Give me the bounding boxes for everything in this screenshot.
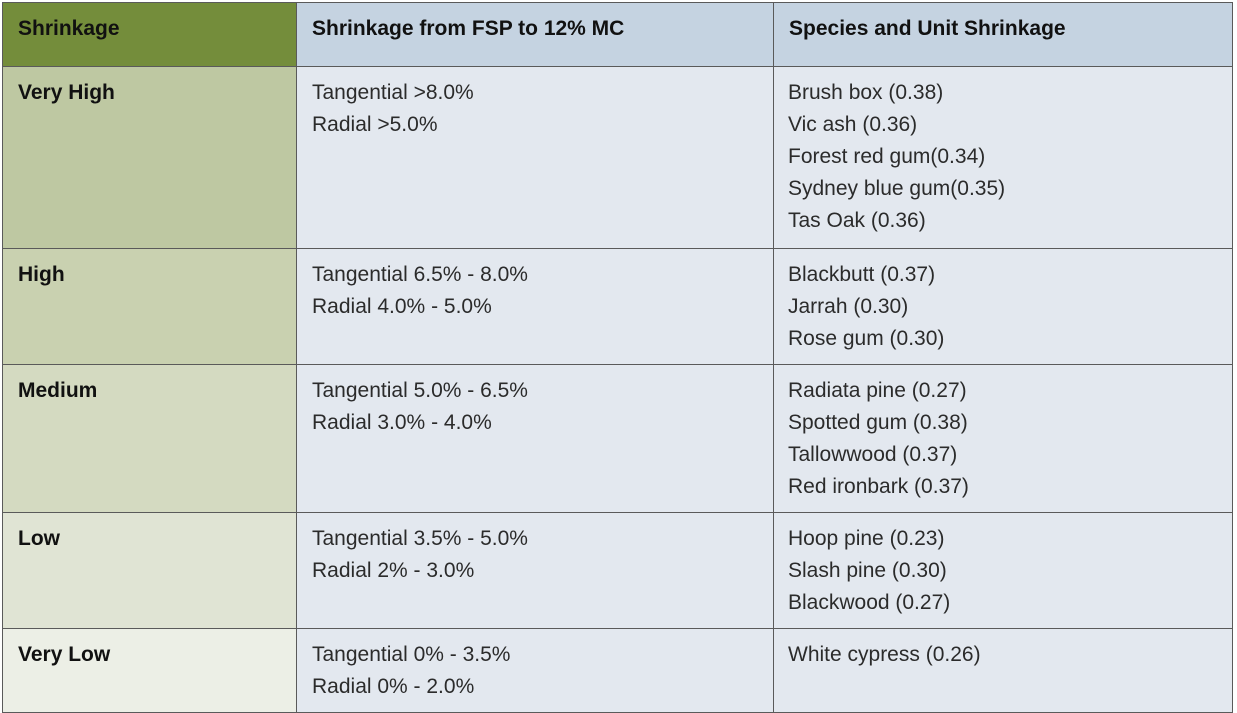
- species-cell: Blackbutt (0.37) Jarrah (0.30) Rose gum …: [773, 248, 1233, 365]
- header-shrinkage-range: Shrinkage from FSP to 12% MC: [296, 2, 774, 67]
- tangential-range: Tangential 3.5% - 5.0%: [312, 527, 528, 550]
- species-cell: Hoop pine (0.23) Slash pine (0.30) Black…: [773, 512, 1233, 629]
- category-cell: Low: [2, 512, 297, 629]
- species-item: Tallowwood (0.37): [788, 443, 958, 466]
- shrinkage-range-cell: Tangential 3.5% - 5.0% Radial 2% - 3.0%: [296, 512, 774, 629]
- species-item: Blackbutt (0.37): [788, 263, 936, 286]
- tangential-range: Tangential 6.5% - 8.0%: [312, 263, 528, 286]
- shrinkage-range-cell: Tangential 0% - 3.5% Radial 0% - 2.0%: [296, 628, 774, 713]
- species-item: Tas Oak (0.36): [788, 209, 926, 232]
- radial-range: Radial 4.0% - 5.0%: [312, 295, 492, 318]
- species-item: Blackwood (0.27): [788, 591, 951, 614]
- table-header-row: Shrinkage Shrinkage from FSP to 12% MC S…: [2, 2, 1233, 67]
- header-shrinkage: Shrinkage: [2, 2, 297, 67]
- category-cell: Medium: [2, 364, 297, 513]
- species-cell: White cypress (0.26): [773, 628, 1233, 713]
- species-item: Spotted gum (0.38): [788, 411, 968, 434]
- category-label: High: [18, 263, 65, 286]
- category-label: Very Low: [18, 643, 111, 666]
- radial-range: Radial >5.0%: [312, 113, 438, 136]
- tangential-range: Tangential 5.0% - 6.5%: [312, 379, 528, 402]
- species-item: Jarrah (0.30): [788, 295, 909, 318]
- radial-range: Radial 2% - 3.0%: [312, 559, 475, 582]
- species-item: Rose gum (0.30): [788, 327, 945, 350]
- tangential-range: Tangential 0% - 3.5%: [312, 643, 511, 666]
- species-item: Hoop pine (0.23): [788, 527, 945, 550]
- shrinkage-range-cell: Tangential >8.0% Radial >5.0%: [296, 66, 774, 249]
- species-item: Sydney blue gum(0.35): [788, 177, 1006, 200]
- tangential-range: Tangential >8.0%: [312, 81, 474, 104]
- table-row: Low Tangential 3.5% - 5.0% Radial 2% - 3…: [2, 512, 1233, 629]
- radial-range: Radial 0% - 2.0%: [312, 675, 475, 698]
- table-row: Medium Tangential 5.0% - 6.5% Radial 3.0…: [2, 364, 1233, 513]
- table-row: Very High Tangential >8.0% Radial >5.0% …: [2, 66, 1233, 249]
- table-row: Very Low Tangential 0% - 3.5% Radial 0% …: [2, 628, 1233, 713]
- header-species: Species and Unit Shrinkage: [773, 2, 1233, 67]
- species-item: White cypress (0.26): [788, 643, 981, 666]
- category-cell: Very High: [2, 66, 297, 249]
- species-item: Radiata pine (0.27): [788, 379, 967, 402]
- category-label: Very High: [18, 81, 115, 104]
- species-item: Slash pine (0.30): [788, 559, 947, 582]
- shrinkage-range-cell: Tangential 6.5% - 8.0% Radial 4.0% - 5.0…: [296, 248, 774, 365]
- species-cell: Radiata pine (0.27) Spotted gum (0.38) T…: [773, 364, 1233, 513]
- table-row: High Tangential 6.5% - 8.0% Radial 4.0% …: [2, 248, 1233, 365]
- species-item: Red ironbark (0.37): [788, 475, 969, 498]
- category-label: Medium: [18, 379, 98, 402]
- shrinkage-range-cell: Tangential 5.0% - 6.5% Radial 3.0% - 4.0…: [296, 364, 774, 513]
- species-cell: Brush box (0.38) Vic ash (0.36) Forest r…: [773, 66, 1233, 249]
- radial-range: Radial 3.0% - 4.0%: [312, 411, 492, 434]
- category-label: Low: [18, 527, 60, 550]
- species-item: Brush box (0.38): [788, 81, 944, 104]
- category-cell: High: [2, 248, 297, 365]
- species-item: Vic ash (0.36): [788, 113, 918, 136]
- category-cell: Very Low: [2, 628, 297, 713]
- species-item: Forest red gum(0.34): [788, 145, 986, 168]
